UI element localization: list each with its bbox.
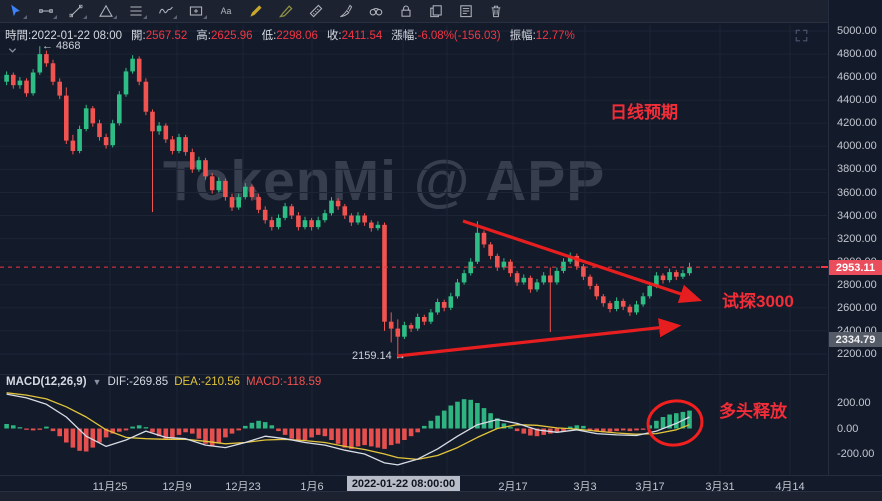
price-tick-label: 4400.00 [837, 94, 877, 107]
price-tick-label: 2200.00 [837, 348, 877, 360]
cursor-tool[interactable] [5, 1, 27, 21]
ohlc-field: 時間:2022-01-22 08:00 [5, 30, 123, 42]
macd-tick-label: 200.00 [837, 397, 871, 409]
price-tick-label: 4000.00 [837, 140, 877, 153]
selected-time-badge: 2022-01-22 08:00:00 [347, 476, 460, 491]
ohlc-field: 高:2625.96 [196, 30, 253, 42]
low-price-label: 2159.14 → [352, 350, 406, 362]
binoculars-tool[interactable] [365, 1, 387, 21]
last-price-badge: 2953.11 [829, 260, 882, 275]
svg-text:Aa: Aa [221, 6, 232, 16]
macd-value-dif: DIF:-269.85 [107, 376, 169, 388]
price-tick-label: 5000.00 [837, 25, 877, 37]
macd-tick-label: 0.00 [837, 422, 859, 435]
price-tick-label: 3200.00 [837, 232, 877, 245]
bottom-bar [0, 491, 882, 501]
highlighter-tool[interactable] [275, 1, 297, 21]
time-tick-label: 12月9 [162, 481, 192, 493]
last-price-tick [821, 266, 828, 268]
time-tick-label: 3月17 [635, 481, 665, 493]
note-tool[interactable] [455, 1, 477, 21]
price-tick-label: 3800.00 [837, 163, 877, 176]
wave-tool[interactable] [155, 1, 177, 21]
price-tick-label: 2600.00 [837, 301, 877, 314]
price-tick-label: 4800.00 [837, 48, 877, 61]
price-tick-label: 3600.00 [837, 186, 877, 199]
price-tick-label: 4200.00 [837, 117, 877, 130]
price-tick-label: 4600.00 [837, 71, 877, 84]
high-price-label: ← 4868 [42, 40, 81, 52]
macd-value-macd: MACD:-118.59 [246, 376, 322, 388]
time-tick-label: 11月25 [92, 481, 128, 493]
macd-header: MACD(12,26,9) ▼ DIF:-269.85 DEA:-210.56 MA… [6, 376, 321, 388]
chevron-down-icon[interactable] [8, 42, 17, 53]
price-axis[interactable]: 5000.00 4800.00 4600.00 4400.00 4200.00 4000.… [828, 0, 882, 475]
text-tool[interactable]: Aa [215, 1, 237, 21]
ohlc-field: 開:2567.52 [131, 30, 188, 42]
time-tick-label: 1月6 [300, 481, 324, 493]
time-tick-label: 3月3 [573, 481, 597, 493]
time-tick-label: 4月14 [775, 481, 805, 493]
counter-price-badge: 2334.79 [829, 332, 882, 347]
time-tick-label: 12月23 [225, 481, 261, 493]
pattern-tool[interactable] [185, 1, 207, 21]
shapes-tool[interactable] [95, 1, 117, 21]
pane-separator[interactable] [0, 374, 827, 375]
copy-tool[interactable] [425, 1, 447, 21]
trend-line-tool[interactable] [65, 1, 87, 21]
ohlc-field: 收:2411.54 [326, 30, 383, 42]
pen-tool[interactable] [335, 1, 357, 21]
ohlc-field: 漲幅:-6.08%(-156.03) [391, 30, 501, 42]
time-tick-label: 3月31 [705, 481, 735, 493]
macd-title: MACD(12,26,9) [6, 376, 87, 388]
ohlc-field: 低:2298.06 [261, 30, 318, 42]
fib-lines-tool[interactable] [125, 1, 147, 21]
drawing-toolbar: Aa [0, 0, 882, 23]
annotation-test-3000: 试探3000 [722, 292, 794, 311]
expand-icon[interactable] [794, 28, 809, 43]
brush-tool[interactable] [245, 1, 267, 21]
horizontal-line-tool[interactable] [35, 1, 57, 21]
price-tick-label: 3400.00 [837, 209, 877, 222]
price-tick-label: 2800.00 [837, 278, 877, 291]
lock-tool[interactable] [395, 1, 417, 21]
macd-tick-label: -200.00 [837, 448, 875, 460]
annotation-daily-expectation: 日线预期 [610, 103, 678, 122]
ohlc-info-bar: 時間:2022-01-22 08:00 開:2567.52 高:2625.96 低:2… [5, 27, 584, 43]
trash-tool[interactable] [485, 1, 507, 21]
annotation-bull-release: 多头释放 [719, 402, 787, 421]
time-tick-label: 2月17 [498, 481, 528, 493]
chevron-down-icon[interactable]: ▼ [92, 377, 102, 387]
ohlc-field: 振幅:12.77% [509, 30, 575, 42]
ruler-tool[interactable] [305, 1, 327, 21]
macd-value-dea: DEA:-210.56 [174, 376, 241, 388]
